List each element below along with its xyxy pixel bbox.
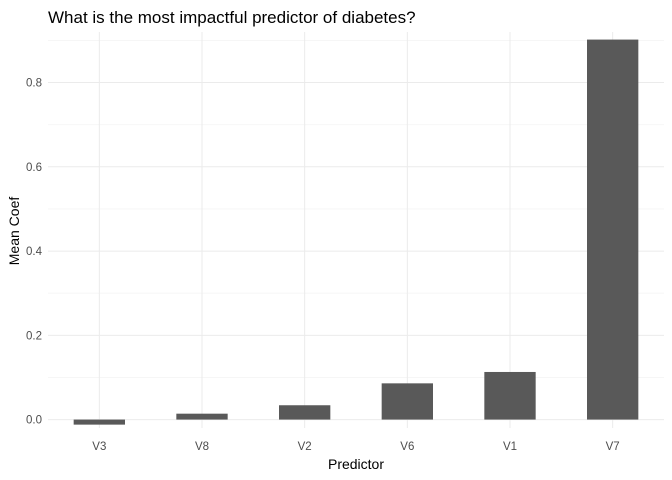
y-axis-title: Mean Coef: [6, 197, 22, 266]
chart-title: What is the most impactful predictor of …: [48, 8, 416, 27]
x-axis-ticks: V3 V8 V2 V6 V1 V7: [92, 441, 619, 453]
y-tick-label: 0.0: [26, 415, 42, 427]
bars: [73, 39, 639, 425]
y-tick-label: 0.2: [26, 330, 42, 342]
y-tick-label: 0.6: [26, 162, 42, 174]
y-tick-label: 0.4: [26, 246, 43, 258]
x-tick-label: V2: [298, 441, 312, 453]
x-tick-label: V1: [503, 441, 517, 453]
x-axis-title: Predictor: [328, 456, 384, 472]
bar-v8: [176, 413, 228, 420]
x-tick-label: V8: [195, 441, 209, 453]
bar-v2: [279, 405, 331, 420]
x-tick-label: V7: [606, 441, 620, 453]
grid-lines: [48, 32, 664, 428]
x-tick-label: V6: [400, 441, 414, 453]
bar-v3: [73, 419, 125, 425]
y-axis-ticks: 0.0 0.2 0.4 0.6 0.8: [26, 78, 43, 427]
x-tick-label: V3: [92, 441, 106, 453]
bar-v1: [484, 371, 536, 420]
bar-v7: [587, 39, 639, 420]
bar-v6: [381, 383, 433, 420]
y-tick-label: 0.8: [26, 78, 42, 90]
